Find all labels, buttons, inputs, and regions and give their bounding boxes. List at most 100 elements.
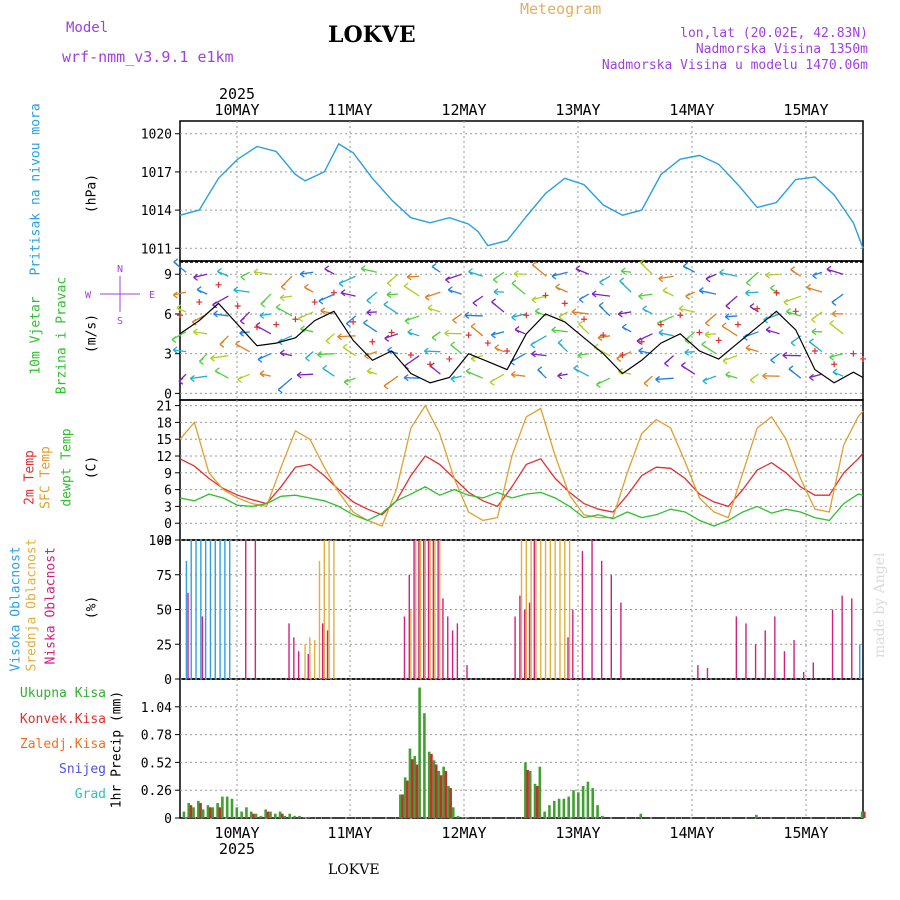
precip-bar (596, 805, 599, 818)
wind-gust-marker (273, 321, 280, 328)
wind-arrow-head (235, 343, 240, 348)
wind-arrow-head (790, 269, 796, 274)
wind-arrow-head (489, 381, 495, 386)
wind-gust-marker (600, 332, 607, 339)
model-altitude: Nadmorska Visina u modelu 1470.06m (601, 58, 868, 73)
precip-bar (535, 785, 539, 818)
wind-arrow-head (806, 286, 812, 291)
wind-arrow-head (555, 286, 561, 291)
wind-arrow (531, 353, 547, 357)
wind-arrow-head (593, 346, 599, 351)
wind-arrow-head (304, 283, 309, 288)
wind-arrow (386, 293, 399, 296)
day-label-top: 14MAY (669, 101, 714, 119)
wind-arrow (233, 289, 250, 293)
wind-arrow-head (465, 370, 471, 375)
model-name: wrf-nmm_v3.9.1 e1km (62, 48, 234, 66)
wind-arrow-head (742, 333, 748, 338)
wind-arrow (725, 374, 738, 379)
wind-gust-marker (465, 332, 472, 339)
wind-arrow-head (447, 289, 453, 294)
wind-arrow (765, 273, 780, 276)
wind-gust-marker (811, 348, 818, 355)
wind-arrow (364, 351, 378, 357)
wind-arrow-head (678, 308, 684, 313)
wind-arrow-head (638, 292, 643, 297)
wind-arrow-head (407, 328, 413, 333)
y-tick-label: 0.26 (141, 784, 172, 799)
wind-arrow-head (342, 343, 348, 348)
wind-arrow (618, 311, 632, 315)
wind-arrow (425, 291, 441, 298)
wind-arrow-head (386, 291, 392, 296)
wind-arrow-head (685, 292, 691, 297)
wind-arrow-head (172, 294, 178, 299)
precip-bar (437, 770, 441, 818)
wind-gust-marker (523, 312, 530, 319)
wind-arrow-head (510, 373, 516, 378)
wind-arrow-head (253, 271, 259, 276)
wind-arrow-head (366, 370, 372, 375)
wind-arrow (806, 286, 823, 293)
wind-arrow-head (724, 316, 730, 321)
wind-arrow-head (829, 322, 835, 327)
wind-arrow-head (384, 337, 390, 342)
precip-bar (245, 807, 248, 818)
wind-arrow-head (621, 323, 627, 328)
precip-bar (252, 813, 255, 818)
wind-arrow-head (685, 295, 691, 300)
wind-arrow-head (450, 341, 456, 346)
wind-arrow-head (745, 289, 750, 294)
wind-arrow-head (619, 277, 625, 282)
precip-bar (278, 811, 282, 818)
wind-arrow-head (305, 357, 310, 362)
wind-arrow-head (366, 299, 372, 304)
wind-arrow-head (788, 368, 794, 373)
wind-arrow-head (618, 370, 623, 375)
wind-arrow-head (770, 359, 776, 364)
wind-arrow-head (639, 258, 645, 263)
wind-arrow-head (404, 362, 409, 367)
wind-arrow-head (704, 334, 710, 339)
wind-arrow-head (470, 322, 476, 327)
precip-bar (254, 813, 258, 818)
wind-gust-marker (292, 316, 299, 323)
wind-arrow-head (192, 331, 198, 336)
precip-bar (449, 788, 452, 818)
wind-arrow-head (383, 382, 389, 387)
day-label-top: 11MAY (327, 101, 372, 119)
wind-arrow-head (196, 286, 202, 291)
wind-arrow-head (658, 329, 664, 334)
wind-gust-marker (715, 337, 722, 344)
wind-arrow-head (745, 292, 750, 297)
wind-arrow (829, 353, 844, 358)
wind-arrow-head (786, 308, 791, 313)
wind-arrow-head (253, 268, 259, 273)
wind-arrow-head (705, 278, 711, 283)
wind-arrow-head (299, 270, 305, 275)
y-tick-label: 12 (156, 450, 172, 465)
wind-arrow-head (664, 363, 669, 368)
wind-arrow-head (557, 375, 563, 380)
wind-arrow (557, 373, 568, 377)
precip-conv-label: Konvek.Kisa (19, 712, 106, 727)
wind-arrow (300, 328, 314, 333)
wind-arrow (658, 275, 674, 280)
wind-arrow-head (468, 271, 473, 276)
wind-arrow-head (317, 354, 322, 359)
wind-arrow-head (178, 380, 184, 385)
precip-bar (240, 811, 243, 818)
compass-w: W (85, 290, 92, 301)
wind-arrow-head (591, 290, 597, 295)
wind-arrow-head (360, 265, 366, 270)
wind-arrow-head (386, 282, 392, 287)
wind-arrow-head (299, 273, 305, 278)
wind-arrow-head (745, 347, 751, 352)
wind-arrow-head (275, 306, 281, 311)
precip-bar (423, 713, 426, 818)
y-tick-label: 1017 (141, 166, 172, 181)
wind-arrow-head (172, 346, 178, 351)
wind-arrow-head (364, 355, 369, 360)
wind-arrow (577, 353, 589, 357)
wind-arrow (719, 271, 738, 277)
